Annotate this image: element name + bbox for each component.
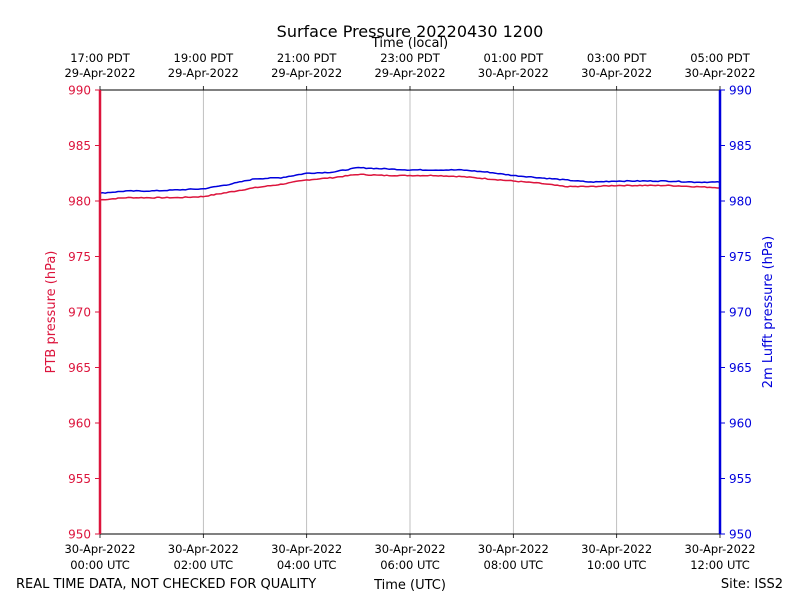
- y-tick-label-right: 975: [729, 250, 752, 264]
- series-line-lufft: [99, 166, 721, 194]
- bottom-axis-label: Time (UTC): [373, 578, 446, 593]
- y-tick-label-right: 950: [729, 528, 752, 542]
- left-axis-label: PTB pressure (hPa): [44, 251, 59, 374]
- y-tick-label-left: 975: [68, 250, 91, 264]
- y-tick-label-left: 985: [68, 139, 91, 153]
- series-layer: [99, 166, 721, 201]
- x-tick-label-bottom-date: 30-Apr-2022: [581, 542, 652, 556]
- y-tick-label-left: 980: [68, 195, 91, 209]
- x-tick-label-top-date: 29-Apr-2022: [168, 66, 239, 80]
- x-tick-label-top-time: 03:00 PDT: [587, 51, 648, 65]
- x-tick-label-top-date: 29-Apr-2022: [271, 66, 342, 80]
- y-tick-label-left: 960: [68, 417, 91, 431]
- y-tick-label-right: 960: [729, 417, 752, 431]
- x-tick-label-bottom-date: 30-Apr-2022: [478, 542, 549, 556]
- y-tick-label-right: 990: [729, 84, 752, 98]
- x-tick-label-top-time: 19:00 PDT: [174, 51, 235, 65]
- x-tick-label-bottom-time: 06:00 UTC: [380, 558, 440, 572]
- x-tick-label-bottom-time: 12:00 UTC: [690, 558, 750, 572]
- x-tick-label-top-date: 29-Apr-2022: [374, 66, 445, 80]
- chart-title: Surface Pressure 20220430 1200: [277, 22, 544, 41]
- series-line-ptb: [99, 173, 720, 201]
- y-tick-label-right: 970: [729, 306, 752, 320]
- x-tick-label-top-date: 30-Apr-2022: [478, 66, 549, 80]
- y-tick-label-right: 965: [729, 361, 752, 375]
- x-tick-label-top-time: 01:00 PDT: [484, 51, 545, 65]
- x-tick-label-bottom-date: 30-Apr-2022: [168, 542, 239, 556]
- x-tick-label-bottom-date: 30-Apr-2022: [271, 542, 342, 556]
- grid-lines: [202, 90, 618, 534]
- y-tick-label-left: 950: [68, 528, 91, 542]
- x-tick-label-top-date: 30-Apr-2022: [684, 66, 755, 80]
- x-tick-label-bottom-time: 08:00 UTC: [484, 558, 544, 572]
- y-tick-label-right: 980: [729, 195, 752, 209]
- y-tick-label-left: 990: [68, 84, 91, 98]
- x-tick-label-top-date: 29-Apr-2022: [64, 66, 135, 80]
- x-tick-label-top-time: 17:00 PDT: [70, 51, 131, 65]
- x-tick-label-bottom-time: 02:00 UTC: [174, 558, 234, 572]
- x-tick-label-bottom-time: 04:00 UTC: [277, 558, 337, 572]
- y-tick-label-left: 970: [68, 306, 91, 320]
- x-tick-label-top-time: 21:00 PDT: [277, 51, 338, 65]
- y-tick-label-right: 985: [729, 139, 752, 153]
- x-tick-label-bottom-time: 10:00 UTC: [587, 558, 647, 572]
- x-tick-label-top-time: 05:00 PDT: [690, 51, 751, 65]
- quality-note: REAL TIME DATA, NOT CHECKED FOR QUALITY: [16, 577, 316, 592]
- y-tick-label-left: 955: [68, 472, 91, 486]
- site-label: Site: ISS2: [721, 577, 783, 592]
- x-tick-label-bottom-date: 30-Apr-2022: [64, 542, 135, 556]
- right-axis-label: 2m Lufft pressure (hPa): [761, 236, 776, 388]
- top-axis-label: Time (local): [371, 36, 448, 51]
- x-tick-label-top-time: 23:00 PDT: [380, 51, 441, 65]
- x-tick-label-bottom-time: 00:00 UTC: [70, 558, 130, 572]
- x-tick-label-bottom-date: 30-Apr-2022: [684, 542, 755, 556]
- y-tick-label-right: 955: [729, 472, 752, 486]
- x-tick-label-top-date: 30-Apr-2022: [581, 66, 652, 80]
- x-tick-label-bottom-date: 30-Apr-2022: [374, 542, 445, 556]
- y-tick-label-left: 965: [68, 361, 91, 375]
